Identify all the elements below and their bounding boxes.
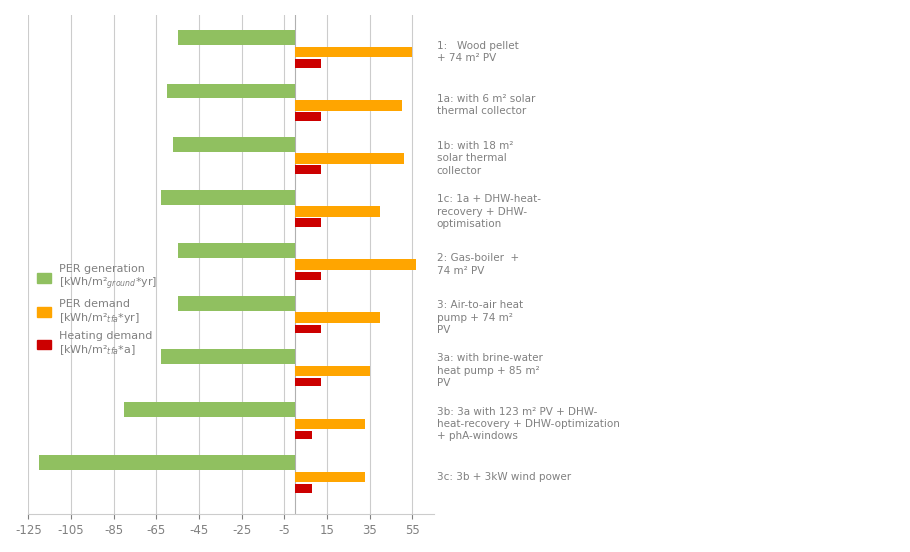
Bar [177, 243, 295, 258]
Text: 3b: 3a with 123 m² PV + DHW-
heat-recovery + DHW-optimization
+ phA-windows: 3b: 3a with 123 m² PV + DHW- heat-recove… [437, 407, 620, 442]
Text: 1c: 1a + DHW-heat-
recovery + DHW-
optimisation: 1c: 1a + DHW-heat- recovery + DHW- optim… [437, 194, 541, 229]
Bar [295, 47, 412, 57]
Bar [295, 472, 365, 482]
Bar [295, 378, 320, 386]
Bar [295, 312, 380, 323]
Text: 3a: with brine-water
heat pump + 85 m²
PV: 3a: with brine-water heat pump + 85 m² P… [437, 353, 542, 388]
Bar [295, 206, 380, 217]
Bar [295, 259, 417, 270]
Legend: PER generation
[kWh/m²$_{ground}$*yr], PER demand
[kWh/m²$_{tfa}$*yr], Heating d: PER generation [kWh/m²$_{ground}$*yr], P… [34, 260, 161, 360]
Bar [295, 100, 401, 110]
Bar [295, 219, 320, 227]
Bar [177, 30, 295, 45]
Bar [295, 325, 320, 333]
Bar [295, 59, 320, 67]
Bar [295, 418, 365, 429]
Text: 1:   Wood pellet
+ 74 m² PV: 1: Wood pellet + 74 m² PV [437, 41, 519, 63]
Text: 3c: 3b + 3kW wind power: 3c: 3b + 3kW wind power [437, 472, 571, 482]
Bar [295, 484, 312, 492]
Text: 2: Gas-boiler  +
74 m² PV: 2: Gas-boiler + 74 m² PV [437, 253, 519, 276]
Bar [160, 190, 295, 205]
Bar [295, 431, 312, 439]
Text: 1b: with 18 m²
solar thermal
collector: 1b: with 18 m² solar thermal collector [437, 141, 513, 176]
Bar [295, 272, 320, 280]
Text: 3: Air-to-air heat
pump + 74 m²
PV: 3: Air-to-air heat pump + 74 m² PV [437, 300, 523, 335]
Bar [39, 455, 295, 470]
Bar [295, 165, 320, 174]
Bar [177, 296, 295, 311]
Text: 1a: with 6 m² solar
thermal collector: 1a: with 6 m² solar thermal collector [437, 94, 535, 116]
Bar [295, 365, 369, 376]
Bar [295, 153, 404, 164]
Bar [125, 402, 295, 417]
Bar [295, 112, 320, 121]
Bar [160, 349, 295, 364]
Bar [174, 137, 295, 151]
Bar [167, 83, 295, 98]
